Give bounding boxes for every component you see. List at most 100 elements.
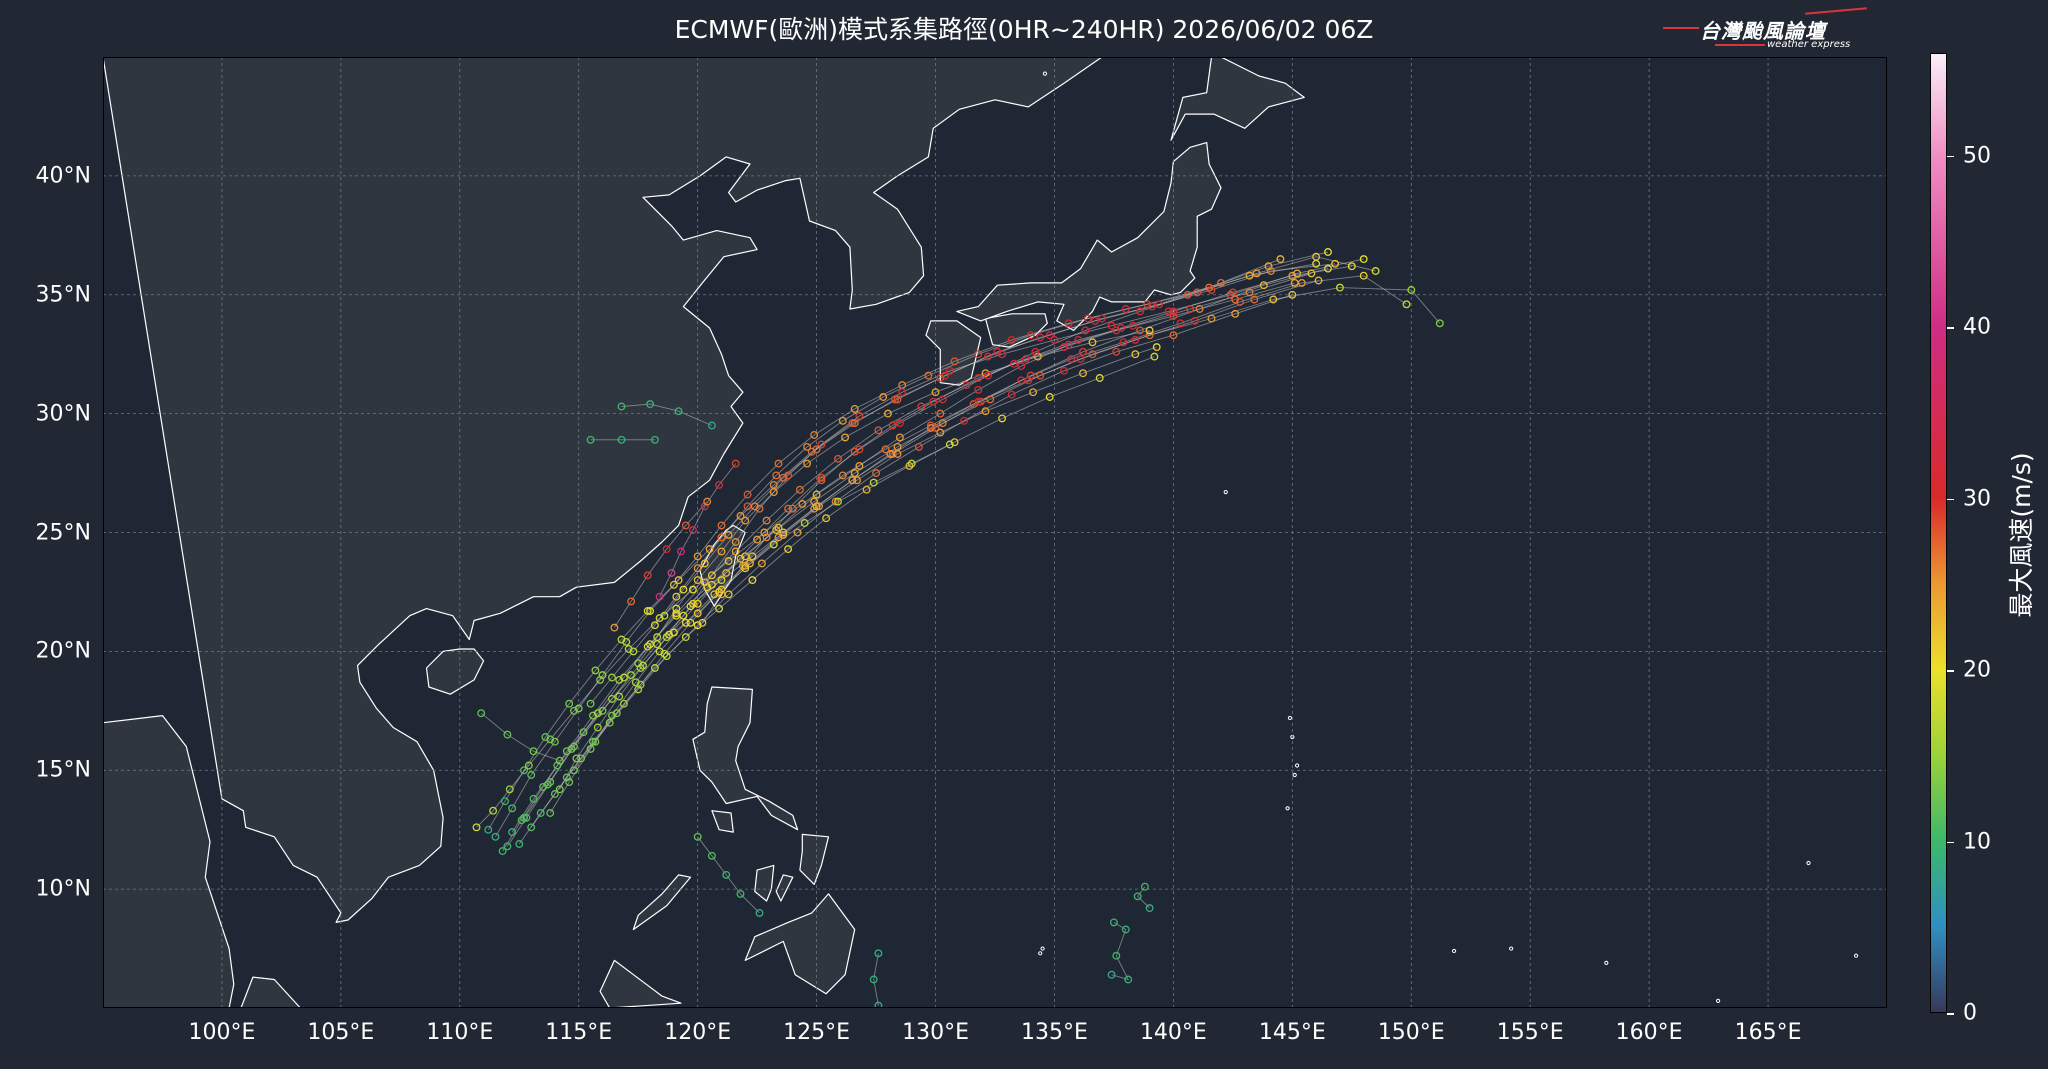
track-point [760,528,769,537]
track-point [681,521,690,530]
track-point [1407,286,1416,294]
track-point [646,640,655,649]
logo-accent-line [1715,44,1765,46]
track-point [1359,255,1368,264]
track-point [869,478,878,487]
track-point [926,421,935,430]
track-point [655,614,664,623]
track-point [931,388,940,397]
track-point [565,778,574,787]
track-point [738,561,747,570]
track-points-layer [472,248,1444,1008]
latitude-label: 15°N [35,757,91,783]
track-line [673,444,951,633]
track-point [841,433,850,442]
track-point [741,516,750,525]
track-point [772,471,781,480]
track-point [1079,347,1087,356]
latitude-label: 20°N [35,638,91,664]
track-line [573,346,1157,771]
track-point [914,442,923,451]
logo: 台灣颱風論壇 weather express [1655,6,1870,52]
track-point [736,554,745,563]
track-point [1036,371,1045,380]
track-point [1335,283,1344,292]
track-point [817,476,826,485]
track-point [1007,335,1016,344]
track-point [1205,283,1214,292]
track-point [669,580,678,589]
gridlines [103,57,1887,1008]
longitude-label: 120°E [664,1020,732,1045]
track-point [672,609,681,618]
island [1853,953,1859,958]
colorbar-tick [1947,155,1954,158]
track-point [838,471,847,480]
track-point [717,576,726,585]
track-point [717,590,726,599]
island [1509,946,1514,951]
island [1038,951,1043,956]
track-point [524,761,533,770]
track-point [1231,309,1240,318]
island [1040,946,1045,951]
track-point [983,352,992,361]
track-point [936,374,945,382]
track-point [929,397,938,406]
track-point [686,618,695,627]
track-point [619,673,628,682]
track-point [1024,376,1033,385]
track-point [998,350,1007,359]
track-point [974,374,983,382]
track-point [700,578,709,587]
land-mass [632,874,692,931]
track-point [1026,331,1035,340]
track-point [717,533,726,542]
land-layer [103,57,1859,1008]
colorbar [1930,53,1947,1013]
track-point [855,412,864,420]
track-point [874,949,883,958]
track-point [1312,252,1321,261]
track-point [898,388,907,397]
track-point [753,535,762,544]
track-point [617,435,626,444]
track-point [755,908,764,917]
track-point [570,766,578,775]
track-point [724,530,733,539]
track-point [1183,290,1192,299]
track-point [1193,288,1202,297]
land-mass [744,893,856,995]
track-point [1095,374,1104,382]
logo-subtext: weather express [1767,39,1851,50]
track-point [681,633,690,642]
track-point [731,538,740,546]
track-line [702,272,1312,624]
track-point [546,735,555,744]
track-point [1143,300,1152,309]
latitude-label: 10°N [35,876,91,902]
track-point [1266,267,1275,275]
latitude-label: 40°N [35,163,91,189]
track-point [627,671,636,680]
track-point [1021,354,1030,363]
land-mass [692,686,799,831]
track-point [688,599,697,608]
logo-accent-line [1663,27,1699,29]
track-point [974,397,983,406]
track-point [788,504,797,513]
track-point [1150,352,1159,361]
track-point [686,602,695,611]
longitude-label: 105°E [307,1020,375,1045]
island [1285,806,1290,811]
track-point [784,504,793,513]
track-point [717,521,726,530]
track-point [1112,326,1121,335]
track-point [1186,305,1195,313]
track-point [1276,255,1285,264]
track-point [757,559,766,568]
track-point [779,528,788,537]
track-point [1031,347,1040,356]
track-point [643,571,652,580]
track-point [936,409,945,418]
